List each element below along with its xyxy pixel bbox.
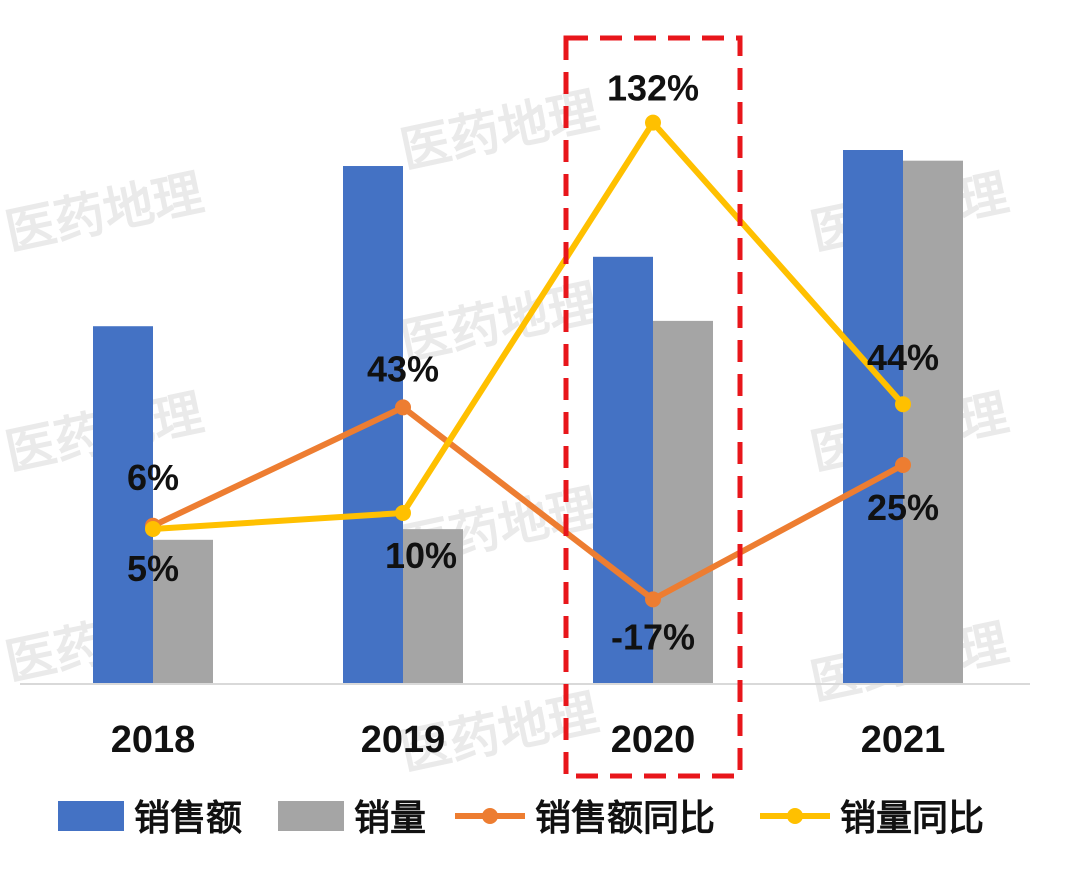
data-label: 10% (385, 535, 457, 576)
legend: 销售额 销量 销售额同比 销量同比 (58, 798, 984, 839)
data-label: -17% (611, 616, 695, 657)
legend-marker (787, 808, 803, 824)
legend-swatch (58, 801, 124, 831)
line-point (395, 505, 411, 521)
data-label: 6% (127, 457, 179, 498)
line-path (151, 404, 905, 603)
line-point (145, 521, 161, 537)
data-label: 5% (127, 548, 179, 589)
line-path (152, 119, 906, 532)
legend-label: 销售额 (134, 798, 242, 839)
series-sales-yoy-line: 6% 43% -17% 25% (127, 348, 939, 657)
bar (403, 529, 463, 684)
x-tick-label: 2019 (361, 719, 446, 761)
series-sales-bars (93, 150, 903, 684)
legend-marker (482, 808, 498, 824)
bar (593, 256, 653, 684)
x-tick-label: 2021 (861, 719, 946, 761)
legend-item: 销量同比 (760, 798, 984, 839)
watermark: 医药地理 (0, 163, 208, 261)
bar (343, 166, 403, 684)
bar (653, 320, 713, 684)
bar (843, 150, 903, 684)
legend-swatch (278, 801, 344, 831)
highlight-box (563, 35, 743, 779)
legend-item: 销售额 (58, 798, 242, 839)
data-label: 43% (367, 348, 439, 389)
line-point (395, 399, 411, 416)
data-label: 132% (607, 68, 699, 109)
line-point (895, 457, 911, 473)
bar (153, 539, 213, 684)
series-volume-bars (153, 160, 963, 684)
series-volume-yoy-line: 5% 10% 132% 44% (127, 68, 939, 589)
bar (903, 160, 963, 684)
legend-label: 销量 (354, 798, 426, 839)
data-label: 25% (867, 487, 939, 528)
legend-label: 销量同比 (840, 798, 984, 839)
line-point (645, 114, 661, 131)
x-tick-label: 2020 (611, 719, 696, 761)
bar (93, 326, 153, 684)
legend-item: 销量 (278, 798, 426, 839)
line-point (895, 396, 911, 413)
watermark: 医药地理 (395, 81, 603, 179)
legend-item: 销售额同比 (455, 798, 715, 839)
line-point (645, 591, 661, 608)
x-tick-label: 2018 (111, 719, 196, 761)
data-label: 44% (867, 337, 939, 378)
legend-label: 销售额同比 (535, 798, 715, 839)
